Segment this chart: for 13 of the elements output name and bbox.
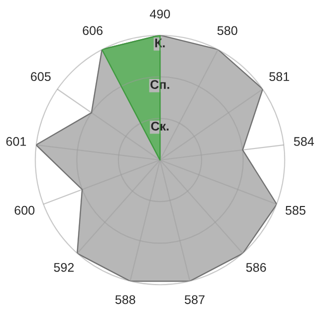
spoke-label: 490 — [150, 10, 170, 18]
spoke-label: 605 — [30, 72, 51, 82]
spoke-label: 592 — [54, 262, 74, 272]
spoke-label: 586 — [246, 262, 266, 272]
spoke-label: 588 — [115, 295, 136, 304]
spoke-label: 584 — [294, 137, 314, 146]
spoke-label: 581 — [269, 72, 290, 82]
spoke-label: 585 — [286, 206, 306, 215]
spoke-label: 587 — [184, 295, 204, 304]
spoke-label: 606 — [82, 26, 103, 36]
spoke-label: 601 — [6, 137, 26, 146]
spoke-label: 580 — [217, 26, 238, 36]
spoke-label: 600 — [14, 206, 34, 215]
